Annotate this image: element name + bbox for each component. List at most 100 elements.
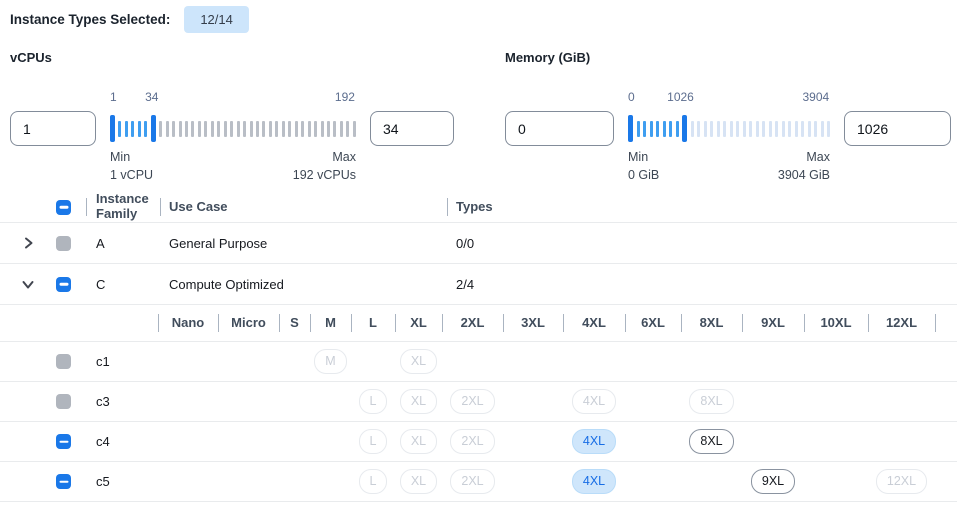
slider-tick bbox=[801, 120, 804, 137]
scale-label: 3904 bbox=[802, 90, 830, 104]
instance-row: c1 M XL bbox=[0, 342, 957, 382]
select-all-cell bbox=[56, 199, 86, 215]
slider-tick bbox=[814, 120, 817, 137]
family-column-label: Instance Family bbox=[96, 191, 149, 221]
family-checkbox[interactable] bbox=[56, 276, 71, 292]
scale-label: 1 bbox=[110, 90, 117, 104]
instance-type-pill[interactable]: 9XL bbox=[750, 469, 796, 494]
vcpus-filter: vCPUs 1 34 192 Min 1 vCPU Max 192 vCPUs bbox=[10, 50, 454, 184]
slider-tick bbox=[781, 120, 785, 137]
vcpus-min-caption: Min 1 vCPU bbox=[110, 149, 153, 184]
slider-tick bbox=[131, 120, 135, 137]
scale-label: 34 bbox=[145, 90, 159, 104]
slider-tick bbox=[690, 120, 694, 137]
size-cell bbox=[442, 342, 503, 381]
size-cell bbox=[310, 462, 351, 501]
use-case-value: Compute Optimized bbox=[169, 276, 284, 292]
checkbox-cell bbox=[56, 394, 86, 409]
size-cell: L bbox=[351, 422, 395, 461]
instance-type-pill: 2XL bbox=[450, 389, 495, 414]
size-cell: 4XL bbox=[563, 422, 625, 461]
select-all-checkbox[interactable] bbox=[56, 199, 71, 215]
size-cell bbox=[625, 462, 681, 501]
slider-tick bbox=[827, 120, 830, 137]
instance-type-pill: L bbox=[358, 429, 388, 454]
instance-name: c4 bbox=[96, 434, 110, 449]
slider-tick bbox=[243, 120, 247, 137]
scale-label: 0 bbox=[628, 90, 635, 104]
instance-type-pill: 2XL bbox=[450, 429, 495, 454]
size-header-spacer bbox=[10, 305, 158, 341]
size-cell bbox=[503, 382, 563, 421]
size-cell: 9XL bbox=[742, 462, 804, 501]
instance-type-pill[interactable]: 4XL bbox=[571, 429, 617, 454]
size-cell bbox=[625, 382, 681, 421]
family-checkbox[interactable] bbox=[56, 235, 71, 251]
slider-tick bbox=[794, 120, 798, 137]
slider-handle[interactable] bbox=[628, 115, 633, 142]
family-name: C bbox=[96, 276, 106, 292]
memory-min-input[interactable] bbox=[505, 111, 614, 146]
vcpus-min-input[interactable] bbox=[10, 111, 96, 146]
memory-max-input[interactable] bbox=[844, 111, 951, 146]
size-cell bbox=[279, 342, 310, 381]
instance-name: c3 bbox=[96, 394, 110, 409]
memory-slider-track[interactable] bbox=[628, 111, 830, 146]
memory-range-slider: 0 1026 3904 Min 0 GiB Max 3904 GiB bbox=[628, 90, 830, 184]
slider-tick bbox=[314, 120, 318, 137]
vcpus-slider-track[interactable] bbox=[110, 111, 356, 146]
size-cell bbox=[279, 382, 310, 421]
slider-tick bbox=[333, 120, 337, 137]
slider-tick bbox=[723, 120, 726, 137]
instance-checkbox[interactable] bbox=[56, 474, 71, 489]
instance-type-pill: L bbox=[358, 469, 388, 494]
slider-tick bbox=[184, 120, 188, 137]
use-case-cell: Compute Optimized bbox=[160, 264, 447, 304]
slider-tick bbox=[352, 120, 356, 137]
slider-tick bbox=[749, 120, 752, 137]
size-header-end-divider bbox=[935, 305, 936, 341]
instance-type-pill[interactable]: 4XL bbox=[571, 469, 617, 494]
slider-tick bbox=[301, 120, 305, 137]
memory-min-caption: Min 0 GiB bbox=[628, 149, 659, 184]
instance-checkbox[interactable] bbox=[56, 434, 71, 449]
size-cell bbox=[625, 342, 681, 381]
instance-checkbox[interactable] bbox=[56, 394, 71, 409]
instance-row: c4 L XL 2XL 4XL 8XL bbox=[0, 422, 957, 462]
instance-checkbox[interactable] bbox=[56, 354, 71, 369]
slider-tick bbox=[230, 120, 234, 137]
slider-handle[interactable] bbox=[682, 115, 687, 142]
chevron-icon[interactable] bbox=[20, 235, 36, 251]
instance-type-pill[interactable]: 8XL bbox=[689, 429, 734, 454]
slider-tick bbox=[191, 120, 195, 137]
checkbox-cell bbox=[56, 276, 86, 292]
use-case-cell: General Purpose bbox=[160, 223, 447, 263]
scale-label: 1026 bbox=[667, 90, 694, 104]
max-caption-label: Max bbox=[806, 150, 830, 164]
vcpus-max-input[interactable] bbox=[370, 111, 454, 146]
instance-type-pill: XL bbox=[399, 469, 438, 494]
checkbox-cell bbox=[56, 474, 86, 489]
max-caption-value: 192 vCPUs bbox=[292, 167, 356, 182]
memory-max-caption: Max 3904 GiB bbox=[778, 149, 830, 184]
instance-row: c5 L XL 2XL 4XL 9XL 12XL bbox=[0, 462, 957, 502]
size-cell: 8XL bbox=[681, 422, 742, 461]
slider-handle[interactable] bbox=[150, 115, 156, 142]
size-cell bbox=[681, 342, 742, 381]
slider-tick bbox=[339, 120, 343, 137]
chevron-icon[interactable] bbox=[20, 276, 36, 292]
slider-tick bbox=[716, 120, 720, 137]
size-cell bbox=[351, 342, 395, 381]
slider-handle[interactable] bbox=[110, 115, 115, 142]
slider-tick bbox=[249, 120, 253, 137]
size-cell: XL bbox=[395, 342, 442, 381]
size-cell bbox=[158, 462, 218, 501]
vcpus-max-caption: Max 192 vCPUs bbox=[293, 149, 356, 184]
size-cell bbox=[742, 342, 804, 381]
size-cell: 8XL bbox=[681, 382, 742, 421]
slider-tick bbox=[159, 120, 163, 137]
checkbox-cell bbox=[56, 354, 86, 369]
slider-tick bbox=[223, 120, 227, 137]
size-cell bbox=[503, 342, 563, 381]
size-column-header: Micro bbox=[218, 305, 279, 341]
